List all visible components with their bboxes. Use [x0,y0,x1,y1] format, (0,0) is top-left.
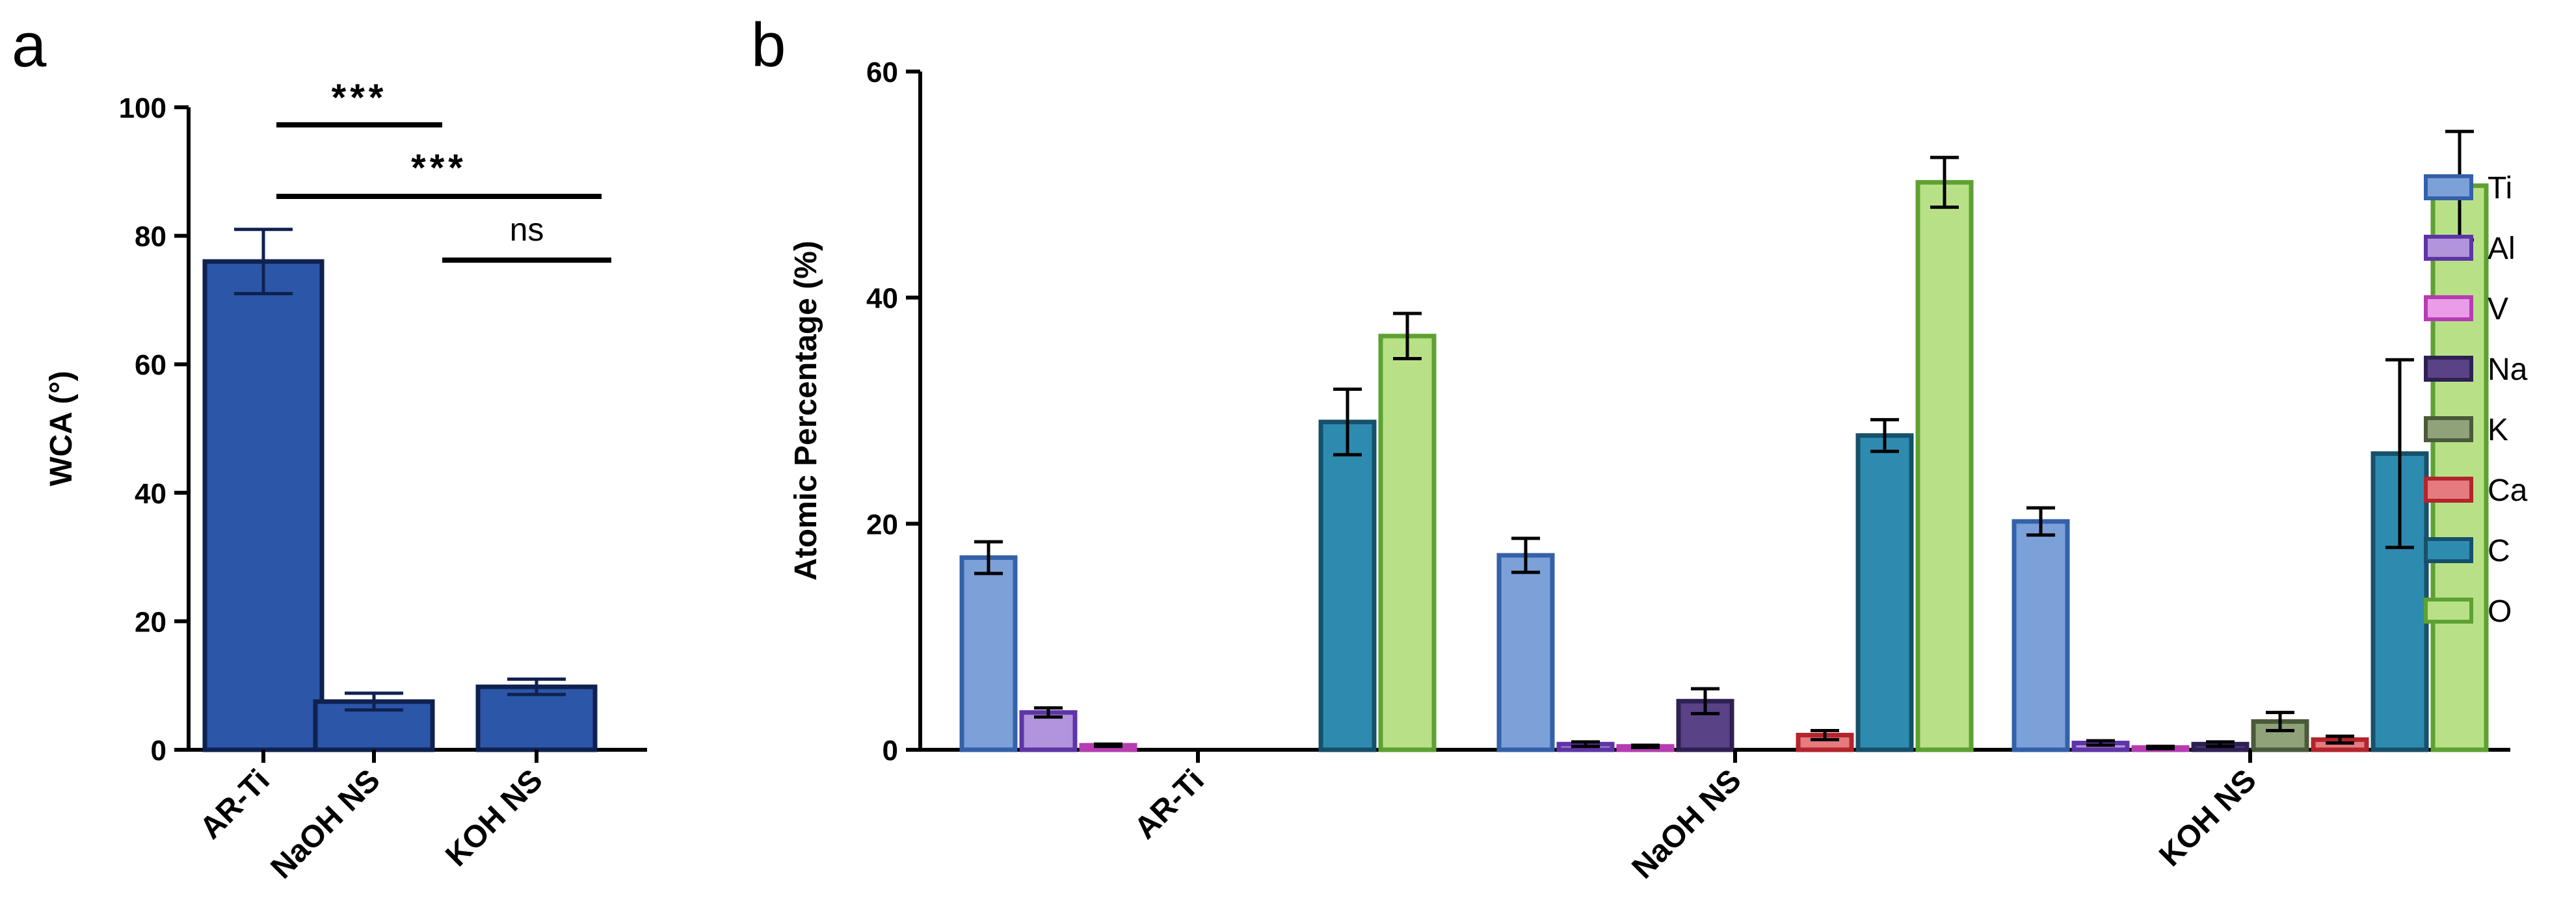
panel-a-label: a [12,10,47,80]
error-bar [1571,740,1600,748]
legend-label: V [2488,292,2508,326]
error-bar [1811,728,1839,741]
legend-swatch [2424,416,2473,442]
legend-label: Ca [2488,473,2528,508]
x-tick-label: AR-Ti [193,763,276,845]
error-bar [2266,711,2294,732]
error-bar [1870,417,1899,453]
y-axis-title: Atomic Percentage (%) [789,241,823,581]
error-bar [2326,734,2354,745]
legend-label: C [2488,534,2510,568]
legend-swatch [2424,174,2473,200]
legend-swatch [2424,598,2473,624]
x-tick-label: AR-Ti [1128,763,1210,845]
legend-label: Al [2488,232,2516,266]
y-tick-label: 20 [866,509,898,540]
y-tick-label: 0 [151,735,166,767]
error-bar [234,228,293,296]
error-bar [1930,155,1959,209]
legend-swatch [2424,235,2473,261]
legend-swatch [2424,537,2473,563]
error-bar [1094,742,1122,748]
bar-c [1318,419,1377,752]
atomic-percentage-bar-chart: 0 20 40 60 Atomic Percentage (%) AR-Ti NaOH NS… [789,57,2528,886]
legend-label: Na [2488,352,2528,387]
legend-swatch [2424,356,2473,382]
error-bar [1691,687,1720,715]
legend: Ti Al V Na K Ca CO [2424,171,2528,629]
bar [475,684,598,752]
error-bar [1034,706,1063,719]
error-bar [507,677,566,696]
y-tick-label: 40 [135,478,166,510]
significance-label: ns [510,211,544,248]
significance-label: *** [411,147,467,189]
bar-ti [959,555,1018,752]
legend-label: Ti [2488,171,2512,205]
x-tick-label: NaOH NS [264,763,386,885]
error-bar [2026,506,2055,537]
y-tick-label: 40 [866,283,898,315]
error-bar [1333,387,1362,456]
bar-ti [2012,519,2070,752]
significance-label: *** [332,77,388,119]
x-tick-label: NaOH NS [1625,763,1747,885]
error-bar [1393,311,1422,361]
y-tick-label: 60 [135,349,166,381]
error-bar [2385,358,2414,549]
legend-label: O [2488,594,2512,629]
y-tick-label: 0 [883,735,898,767]
x-tick-label: KOH NS [439,763,549,873]
y-axis-title: WCA (°) [44,371,79,486]
x-tick-label: KOH NS [2153,763,2263,873]
bar-o [2430,183,2489,752]
y-tick-label: 100 [119,92,166,124]
bar-o [1915,179,1974,752]
y-tick-label: 20 [135,606,166,638]
error-bar [2146,745,2175,750]
bar-al [1019,710,1078,752]
error-bar [345,691,403,712]
y-tick-label: 80 [135,221,166,253]
bar-o [1378,334,1437,752]
error-bar [2206,740,2235,748]
error-bar [2086,739,2115,747]
legend-label: K [2488,413,2508,447]
legend-swatch [2424,477,2473,503]
error-bar [1511,536,1540,574]
error-bar [1631,743,1660,750]
error-bar [974,540,1003,576]
bar-ti [1496,553,1555,752]
bar-c [1855,433,1914,752]
legend-swatch [2424,295,2473,321]
panel-b-label: b [751,10,786,80]
bar [202,259,325,752]
y-tick-label: 60 [866,57,898,88]
